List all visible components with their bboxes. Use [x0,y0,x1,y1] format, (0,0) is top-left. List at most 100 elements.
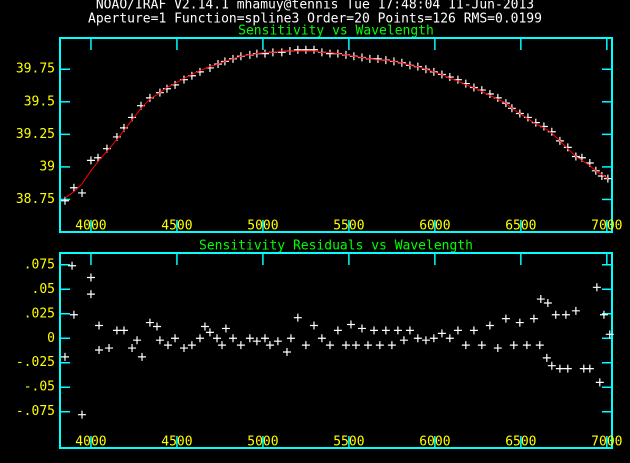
data-point [309,45,318,54]
data-point [535,341,544,350]
data-point [571,306,580,315]
data-point [69,183,78,192]
data-point [205,328,214,337]
data-point [68,261,77,270]
data-point [469,326,478,335]
data-point [86,156,95,165]
data-point [405,326,414,335]
data-point [293,313,302,322]
data-point [599,310,608,319]
data-point [515,318,524,327]
data-point [138,352,147,361]
data-point [260,49,269,58]
data-point [200,322,209,331]
y-tick-label: .05 [32,282,55,297]
data-point [155,336,164,345]
data-point [152,322,161,331]
data-point [333,326,342,335]
header-line: NOAO/IRAF V2.14.1 mhamuy@tennis Tue 17:4… [96,0,534,13]
data-point [381,326,390,335]
data-point [95,346,104,355]
data-point [282,347,291,356]
data-point [453,326,462,335]
data-point [265,341,274,350]
y-tick-label: -.075 [16,404,55,419]
data-point [187,341,196,350]
data-point [260,334,269,343]
data-point [563,143,572,152]
data-point [592,283,601,292]
data-point [509,341,518,350]
plot-frame [59,252,613,449]
data-point [171,334,180,343]
data-point [195,334,204,343]
data-point [351,341,360,350]
y-tick-label: .075 [24,257,55,272]
header-line: Aperture=1 Function=spline3 Order=20 Poi… [88,12,542,27]
data-point [547,361,556,370]
data-point [399,336,408,345]
data-point [95,321,104,330]
data-point [373,54,382,63]
y-tick-label: 39.25 [16,127,55,142]
data-point [346,320,355,329]
data-point [105,344,114,353]
data-point [78,410,87,419]
data-point [542,353,551,362]
data-point [595,378,604,387]
data-point [252,337,261,346]
data-point [370,326,379,335]
data-point [309,321,318,330]
data-point [69,310,78,319]
data-point [536,295,545,304]
data-point [86,290,95,299]
data-point [357,324,366,333]
data-point [236,341,245,350]
data-point [421,336,430,345]
data-point [293,45,302,54]
data-point [217,341,226,350]
data-point [501,314,510,323]
data-point [119,326,128,335]
y-tick-label: 39.5 [24,94,55,109]
data-point [477,341,486,350]
data-point [86,273,95,282]
data-point [179,344,188,353]
fit-line [64,50,609,199]
data-point [393,326,402,335]
data-point [341,341,350,350]
y-tick-label: 39.75 [16,62,55,77]
data-point [363,341,372,350]
y-tick-label: 0 [47,331,55,346]
data-point [60,352,69,361]
data-point [94,153,103,162]
data-point [221,324,230,333]
data-point [445,334,454,343]
data-point [605,330,614,339]
data-point [286,334,295,343]
data-point [273,337,282,346]
data-point [317,334,326,343]
data-point [78,188,87,197]
data-point [228,334,237,343]
data-point [325,49,334,58]
data-point [437,329,446,338]
y-tick-label: -.05 [24,380,55,395]
data-point [493,344,502,353]
chart-title: Sensitivity Residuals vs Wavelength [199,239,473,254]
data-point [585,364,594,373]
data-point [163,341,172,350]
data-point [461,341,470,350]
data-point [555,364,564,373]
data-point [563,364,572,373]
y-tick-label: 39 [39,159,55,174]
data-point [429,334,438,343]
data-point [162,84,171,93]
data-point [485,321,494,330]
y-tick-label: -.025 [16,355,55,370]
data-point [325,341,334,350]
data-point [145,318,154,327]
data-point [387,341,396,350]
